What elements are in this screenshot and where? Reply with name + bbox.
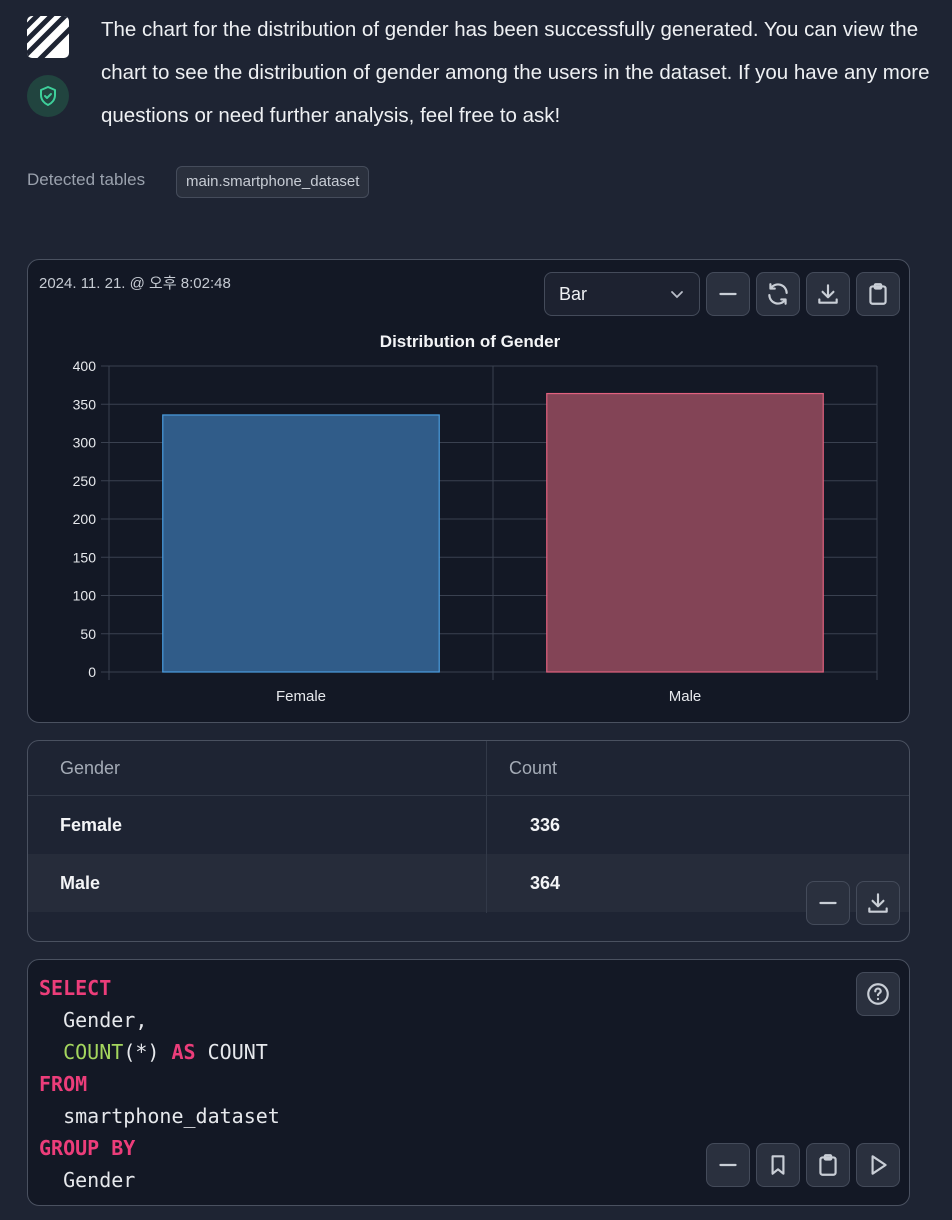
app-logo (27, 16, 69, 58)
download-table-button[interactable] (856, 881, 900, 925)
sql-text: smartphone_dataset (39, 1104, 280, 1128)
refresh-icon (768, 283, 788, 305)
help-circle-icon (867, 983, 889, 1005)
collapse-sql-button[interactable] (706, 1143, 750, 1187)
sql-code[interactable]: SELECT Gender, COUNT(*) AS COUNT FROM sm… (39, 972, 280, 1196)
y-tick-label: 400 (73, 358, 97, 374)
chart-type-value: Bar (559, 283, 588, 304)
sql-text: (*) (123, 1040, 172, 1064)
bookmark-button[interactable] (756, 1143, 800, 1187)
result-table: Gender Count Female 336 Male 364 (27, 740, 910, 942)
y-tick-label: 250 (73, 473, 97, 489)
bookmark-icon (771, 1155, 785, 1175)
sql-text: Gender, (39, 1008, 148, 1032)
y-tick-label: 350 (73, 396, 97, 412)
chart-title: Distribution of Gender (380, 332, 561, 351)
clipboard-icon (819, 1154, 837, 1176)
x-tick-label: Female (276, 688, 326, 705)
minimize-icon (719, 1163, 737, 1167)
cell-gender: Female (60, 815, 123, 835)
cell-count: 364 (530, 873, 561, 893)
chart-panel: 2024. 11. 21. @ 오후 8:02:48 Bar Distribut… (27, 259, 910, 723)
column-header-count[interactable]: Count (509, 758, 558, 778)
run-sql-button[interactable] (856, 1143, 900, 1187)
y-tick-label: 150 (73, 549, 97, 565)
bar-female (162, 414, 440, 673)
download-icon (868, 893, 888, 913)
sql-keyword: AS (171, 1040, 196, 1064)
sql-panel: SELECT Gender, COUNT(*) AS COUNT FROM sm… (27, 959, 910, 1206)
refresh-chart-button[interactable] (756, 272, 800, 316)
y-tick-label: 100 (73, 588, 97, 604)
column-header-gender[interactable]: Gender (60, 758, 121, 778)
y-tick-label: 200 (73, 511, 97, 527)
chevron-down-icon (671, 291, 683, 299)
table-row: Female 336 (28, 796, 909, 854)
play-icon (871, 1155, 887, 1175)
gender-bar-chart: Distribution of Gender 0 50 100 150 200 250 30… (73, 332, 878, 705)
sql-text (39, 1040, 63, 1064)
assistant-message: The chart for the distribution of gender… (101, 18, 930, 127)
column-divider (486, 741, 487, 913)
y-tick-label: 50 (80, 626, 96, 642)
detected-table-chip[interactable]: main.smartphone_dataset (176, 166, 370, 198)
header-divider (28, 795, 909, 796)
sql-keyword: FROM (39, 1072, 88, 1096)
table-row: Male 364 (28, 854, 909, 912)
copy-sql-button[interactable] (806, 1143, 850, 1187)
chart-type-select[interactable]: Bar (544, 272, 700, 316)
minimize-icon (719, 292, 737, 296)
collapse-table-button[interactable] (806, 881, 850, 925)
sql-text: COUNT (195, 1040, 268, 1064)
sql-text: Gender (39, 1168, 136, 1192)
bar-male (546, 392, 824, 673)
minimize-icon (819, 901, 837, 905)
shield-check-icon (27, 75, 69, 117)
sql-keyword: GROUP BY (39, 1136, 136, 1160)
clipboard-icon (869, 283, 887, 305)
sql-function: COUNT (63, 1040, 124, 1064)
x-tick-label: Male (669, 688, 702, 705)
cell-gender: Male (60, 873, 101, 893)
copy-chart-button[interactable] (856, 272, 900, 316)
cell-count: 336 (530, 815, 561, 835)
y-tick-label: 300 (73, 435, 97, 451)
detected-tables-label: Detected tables (27, 170, 146, 189)
y-tick-label: 0 (88, 664, 96, 680)
chart-timestamp: 2024. 11. 21. @ 오후 8:02:48 (39, 275, 231, 292)
download-icon (818, 284, 838, 304)
help-button[interactable] (856, 972, 900, 1016)
sql-keyword: SELECT (39, 976, 112, 1000)
collapse-chart-button[interactable] (706, 272, 750, 316)
download-chart-button[interactable] (806, 272, 850, 316)
